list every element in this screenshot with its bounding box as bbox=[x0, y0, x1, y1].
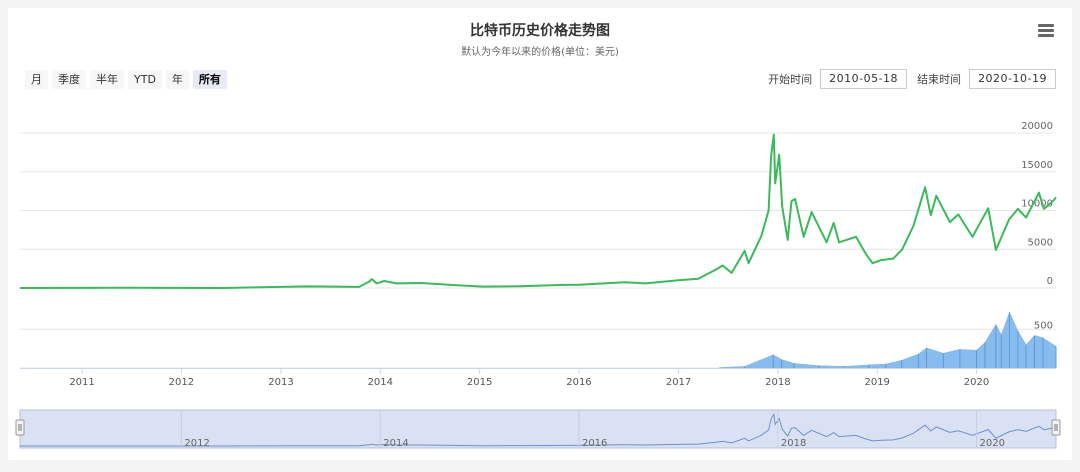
end-date-label: 结束时间 bbox=[917, 73, 962, 86]
x-tick-label: 2016 bbox=[566, 377, 591, 388]
navigator-window bbox=[19, 409, 1057, 449]
range-button-all[interactable]: 所有 bbox=[192, 70, 227, 89]
range-button-month[interactable]: 月 bbox=[25, 70, 48, 89]
start-date-input[interactable]: 2010-05-18 bbox=[820, 69, 908, 89]
navigator-left-handle[interactable] bbox=[15, 419, 25, 436]
range-button-ytd[interactable]: YTD bbox=[128, 70, 162, 89]
start-date-label: 开始时间 bbox=[768, 73, 813, 86]
navigator-tick-label: 2020 bbox=[980, 438, 1005, 449]
navigator-line bbox=[20, 412, 1057, 447]
range-button-half-year[interactable]: 半年 bbox=[90, 70, 124, 89]
price-y-tick-label: 15000 bbox=[1021, 160, 1053, 171]
navigator-tick-label: 2012 bbox=[184, 438, 209, 449]
price-y-tick-label: 0 bbox=[1047, 276, 1053, 287]
range-button-quarter[interactable]: 季度 bbox=[52, 70, 86, 89]
range-button-year[interactable]: 年 bbox=[165, 70, 189, 89]
price-y-tick-label: 10000 bbox=[1021, 199, 1053, 210]
x-tick-label: 2019 bbox=[864, 377, 889, 388]
x-tick-label: 2015 bbox=[467, 377, 492, 388]
navigator-tick-label: 2016 bbox=[582, 438, 607, 449]
handle-body bbox=[1051, 419, 1061, 436]
x-tick-label: 2014 bbox=[368, 377, 393, 388]
x-tick-label: 2017 bbox=[666, 377, 691, 388]
x-tick-label: 2018 bbox=[765, 377, 790, 388]
navigator-right-handle[interactable] bbox=[1051, 419, 1061, 436]
price-line bbox=[19, 133, 1057, 289]
x-tick-label: 2011 bbox=[69, 377, 94, 388]
menu-icon[interactable] bbox=[1035, 22, 1057, 40]
chart-title: 比特币历史价格走势图 bbox=[470, 23, 610, 39]
price-y-tick-label: 20000 bbox=[1021, 121, 1053, 132]
chart-container: 比特币历史价格走势图 默认为今年以来的价格(单位：美元) 月 季度 半年 YTD… bbox=[8, 8, 1072, 460]
price-chart: 0 5000 10000 15000 20000 500 2011 2012 2013 2014 2… bbox=[15, 121, 1061, 449]
price-y-tick-label: 5000 bbox=[1028, 237, 1053, 248]
end-date-input[interactable]: 2020-10-19 bbox=[969, 69, 1056, 89]
range-selector: 月 季度 半年 YTD 年 所有 bbox=[25, 70, 227, 89]
date-range-inputs: 开始时间 2010-05-18 结束时间 2020-10-19 bbox=[768, 69, 1056, 89]
chart-subtitle: 默认为今年以来的价格(单位：美元) bbox=[461, 47, 619, 58]
volume-area bbox=[719, 311, 1057, 369]
x-tick-label: 2013 bbox=[268, 377, 293, 388]
x-tick-label: 2012 bbox=[169, 377, 194, 388]
x-tick-label: 2020 bbox=[964, 377, 989, 388]
volume-y-tick-label: 500 bbox=[1034, 320, 1053, 331]
navigator-tick-label: 2018 bbox=[781, 438, 806, 449]
handle-body bbox=[15, 419, 25, 436]
navigator-tick-label: 2014 bbox=[383, 438, 408, 449]
